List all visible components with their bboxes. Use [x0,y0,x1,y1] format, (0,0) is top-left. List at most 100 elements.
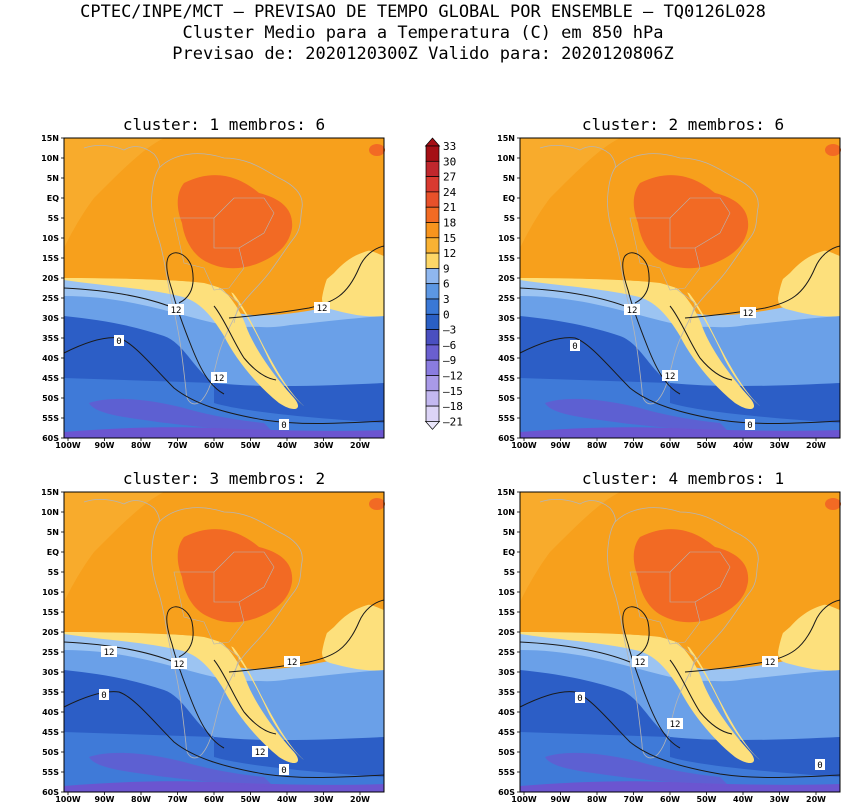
colorbar-swatch [425,191,440,208]
contour-label-box [740,307,756,318]
lat-tick-label: 10S [498,234,515,243]
axes-layer: 15N10N5NEQ5S10S15S20S25S30S35S40S45S50S5… [41,134,826,803]
colorbar-label: 33 [443,140,456,153]
lat-tick-label: 40S [498,708,515,717]
lat-tick-label: 30S [42,314,59,323]
contour-labels-layer: 12 12 0 12 0 12 12 0 12 0 12 12 12 0 12 0 12 12 0 12 0 [99,302,825,776]
lon-tick-label: 90W [551,441,571,450]
colorbar-label: –6 [443,339,456,352]
lat-tick-label: 50S [42,394,59,403]
lat-tick-label: 35S [498,334,515,343]
lon-tick-label: 30W [770,441,790,450]
lon-tick-label: 80W [587,795,607,803]
colorbar-swatch [425,405,440,422]
colorbar-swatch [425,344,440,361]
lon-tick-label: 30W [314,795,334,803]
contour-label-box [632,656,648,667]
lat-tick-label: 10N [497,508,515,517]
contour-label-box [171,658,187,669]
map-panel-cluster-1 [63,137,385,439]
contour-label: 12 [635,658,646,668]
contour-label-box [279,764,289,775]
lat-tick-label: 25S [498,294,515,303]
lat-tick-label: 5N [503,528,515,537]
colorbar-swatch [425,176,440,193]
colorbar-label: –12 [443,370,463,383]
contour-label: 0 [281,766,286,776]
contour-label: 12 [104,648,115,658]
lat-tick-label: EQ [503,548,515,557]
colorbar-label: –18 [443,400,463,413]
colorbar-swatch [425,222,440,239]
lon-tick-label: 20W [806,441,826,450]
lon-tick-label: 80W [587,441,607,450]
lat-tick-label: 15S [498,254,515,263]
lon-tick-label: 50W [241,795,261,803]
lon-tick-label: 100W [55,795,81,803]
lat-tick-label: 25S [498,648,515,657]
contour-label-box [99,689,109,700]
lat-tick-label: 5S [48,568,60,577]
lat-tick-label: 60S [42,788,59,797]
colorbar-arrow-down [425,421,440,430]
contour-label-box [815,759,825,770]
contour-label: 0 [101,691,106,701]
lon-tick-label: 60W [204,795,224,803]
lon-tick-label: 40W [733,795,753,803]
lat-tick-label: 10N [497,154,515,163]
contour-label: 12 [214,374,225,384]
colorbar-swatch [425,160,440,177]
contour-label-box [279,419,289,430]
lon-tick-label: 60W [660,441,680,450]
colorbar-label: 0 [443,308,450,321]
lat-tick-label: 35S [498,688,515,697]
lon-tick-label: 50W [697,795,717,803]
colorbar-swatch [425,283,440,300]
lat-tick-label: 60S [498,788,515,797]
colorbar-swatch [425,313,440,330]
contour-label-box [745,419,755,430]
lat-tick-label: 50S [42,748,59,757]
lat-tick-label: 35S [42,334,59,343]
lon-tick-label: 70W [624,795,644,803]
contour-label: 0 [747,421,752,431]
lon-tick-label: 70W [624,441,644,450]
colorbar-swatch [425,252,440,269]
colorbar-label: 27 [443,171,456,184]
lat-tick-label: 10S [42,588,59,597]
lon-tick-label: 50W [241,441,261,450]
lat-tick-label: 45S [42,728,59,737]
contour-label: 12 [665,372,676,382]
lat-tick-label: 55S [42,768,59,777]
lat-tick-label: 50S [498,394,515,403]
lon-tick-label: 100W [55,441,81,450]
contour-label-box [314,302,330,313]
lat-tick-label: 5N [47,528,59,537]
lat-tick-label: 20S [42,274,59,283]
contour-label: 12 [670,720,681,730]
lon-tick-label: 90W [95,441,115,450]
lon-tick-label: 20W [350,795,370,803]
map-panel-cluster-4 [519,491,841,793]
lat-tick-label: 30S [42,668,59,677]
lat-tick-label: 15S [42,608,59,617]
colorbar-label: –9 [443,354,456,367]
contour-label: 12 [171,306,182,316]
lat-tick-label: 45S [498,374,515,383]
lat-tick-label: 40S [42,354,59,363]
lat-tick-label: 55S [498,414,515,423]
lon-tick-label: 20W [806,795,826,803]
lon-tick-label: 40W [277,795,297,803]
contour-label: 0 [577,694,582,704]
lat-tick-label: 35S [42,688,59,697]
colorbar-swatch [425,298,440,315]
colorbar-swatch [425,390,440,407]
lat-tick-label: 10S [498,588,515,597]
contour-label-box [211,372,227,383]
colorbar-swatch [425,268,440,285]
contour-label: 0 [116,337,121,347]
lat-tick-label: EQ [47,194,59,203]
lat-tick-label: 5N [503,174,515,183]
lat-tick-label: 15S [498,608,515,617]
